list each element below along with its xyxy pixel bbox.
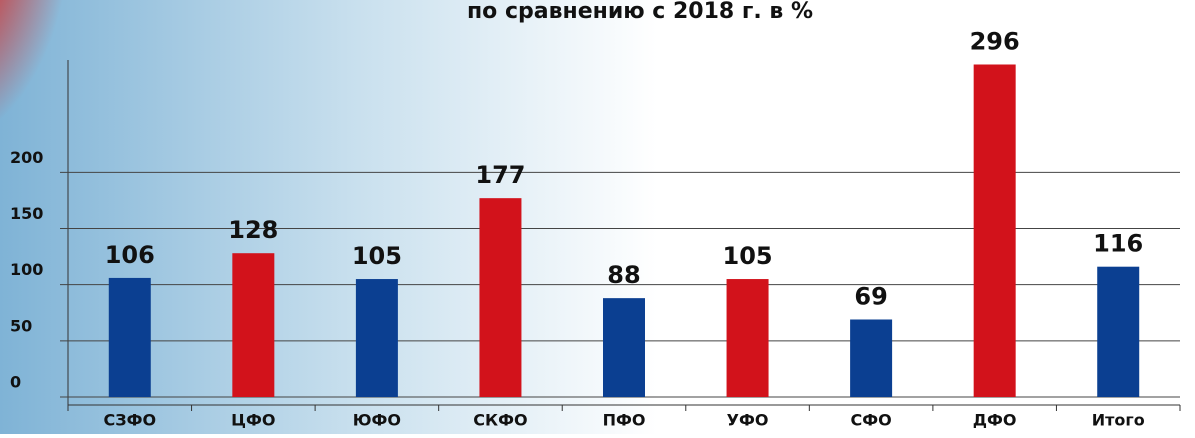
y-tick-label: 50	[10, 316, 32, 335]
bar	[1097, 267, 1139, 397]
y-tick-label: 150	[10, 204, 43, 223]
bar	[727, 279, 769, 397]
value-label: 69	[854, 282, 887, 310]
x-tick-label: СКФО	[473, 411, 527, 430]
value-label: 116	[1093, 230, 1143, 258]
bar	[974, 64, 1016, 397]
x-tick-label: ЦФО	[231, 411, 275, 430]
value-label: 105	[723, 242, 773, 270]
value-label: 296	[970, 27, 1020, 55]
bar	[479, 198, 521, 397]
bar	[850, 319, 892, 397]
x-tick-label: ДФО	[973, 411, 1017, 430]
x-tick-label: ЮФО	[353, 411, 401, 430]
y-tick-label: 200	[10, 148, 43, 167]
x-tick-label: Итого	[1092, 411, 1145, 430]
bar	[109, 278, 151, 397]
bar	[356, 279, 398, 397]
bar	[232, 253, 274, 397]
value-label: 177	[475, 161, 525, 189]
value-label: 128	[228, 216, 278, 244]
y-tick-label: 100	[10, 260, 43, 279]
value-label: 105	[352, 242, 402, 270]
x-tick-label: ПФО	[603, 411, 646, 430]
value-label: 106	[105, 241, 155, 269]
x-tick-label: УФО	[727, 411, 769, 430]
x-tick-label: СЗФО	[103, 411, 156, 430]
background	[0, 0, 1195, 434]
y-tick-label: 0	[10, 373, 21, 392]
x-tick-label: СФО	[851, 411, 892, 430]
value-label: 88	[607, 261, 640, 289]
chart: по сравнению с 2018 г. в % 0 50 100 150 200 С…	[0, 0, 1195, 434]
chart-title: по сравнению с 2018 г. в %	[467, 0, 813, 24]
bar	[603, 298, 645, 397]
